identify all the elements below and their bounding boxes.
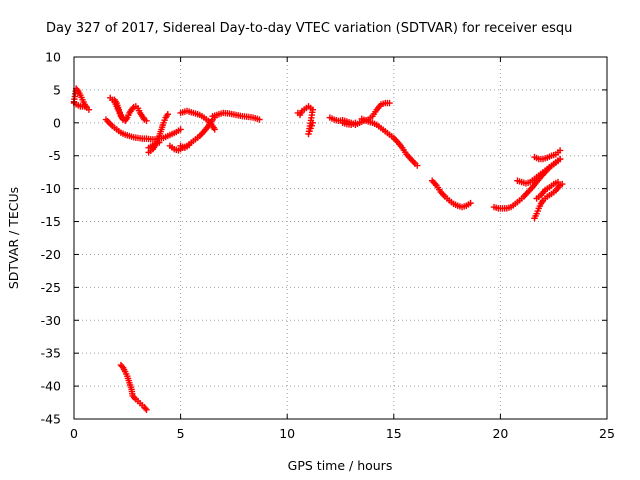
x-tick-label: 20 <box>492 426 508 441</box>
y-tick-label: 5 <box>53 82 61 97</box>
x-axis-label: GPS time / hours <box>288 458 393 473</box>
chart-title: Day 327 of 2017, Sidereal Day-to-day VTE… <box>46 21 572 36</box>
x-tick-label: 0 <box>70 426 78 441</box>
grid <box>74 57 607 419</box>
x-tick-label: 25 <box>599 426 615 441</box>
data-point <box>119 115 127 123</box>
data-series <box>70 85 566 413</box>
y-tick-label: -35 <box>41 346 61 361</box>
data-point <box>143 117 150 125</box>
data-point <box>559 180 566 188</box>
y-tick-label: 10 <box>45 50 61 65</box>
data-point <box>73 86 81 94</box>
data-point <box>554 178 562 186</box>
y-tick-label: 0 <box>53 115 61 130</box>
data-point <box>352 119 359 127</box>
data-point <box>386 99 393 107</box>
y-tick-label: -5 <box>49 148 61 163</box>
data-point <box>309 119 316 127</box>
y-tick-label: -15 <box>41 214 61 229</box>
x-tick-label: 15 <box>386 426 402 441</box>
data-point <box>556 155 564 163</box>
y-tick-label: -20 <box>41 247 61 262</box>
data-point <box>211 126 218 133</box>
data-point <box>556 147 564 154</box>
y-tick-label: -30 <box>41 313 61 328</box>
x-axis: 0 5 10 15 20 25 <box>70 57 615 441</box>
data-point <box>156 139 163 146</box>
x-tick-label: 10 <box>279 426 295 441</box>
data-point <box>177 126 184 133</box>
data-point <box>143 406 150 413</box>
y-tick-label: -25 <box>41 280 61 295</box>
data-point <box>467 199 474 207</box>
data-point <box>164 111 172 118</box>
plot-frame <box>73 56 608 420</box>
data-point <box>81 103 88 110</box>
data-point <box>142 405 149 412</box>
data-point <box>118 363 126 370</box>
x-tick-label: 5 <box>177 426 185 441</box>
data-point <box>185 141 193 149</box>
y-tick-label: -10 <box>41 181 61 196</box>
y-axis-label: SDTVAR / TECUs <box>6 187 21 289</box>
data-point <box>256 116 263 123</box>
data-point <box>85 106 93 113</box>
data-point <box>414 162 421 169</box>
y-tick-label: -45 <box>41 412 61 427</box>
y-tick-label: -40 <box>41 379 61 394</box>
